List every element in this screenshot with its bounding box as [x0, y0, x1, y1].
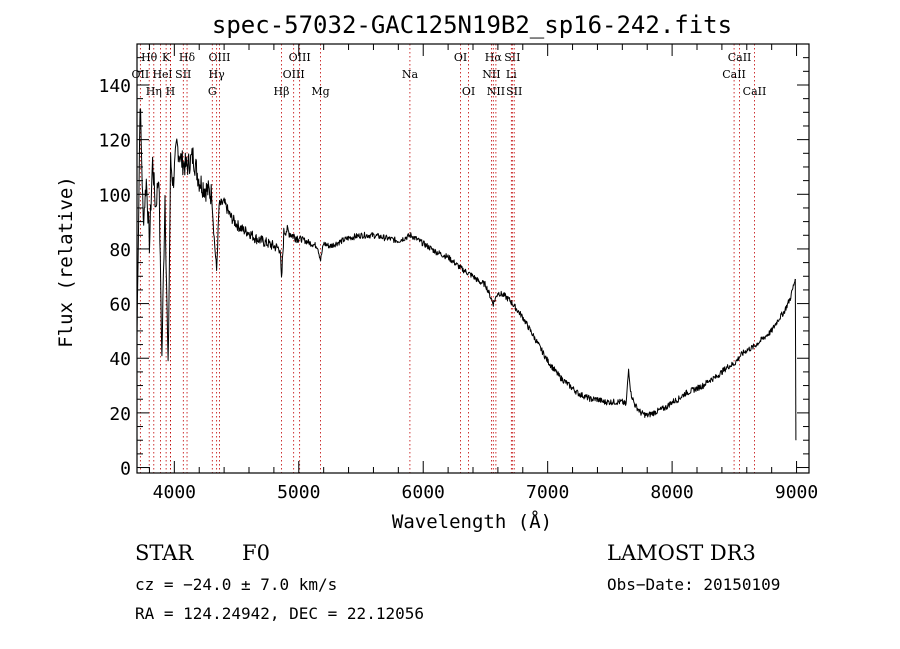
- line-label: Na: [402, 68, 419, 81]
- y-tick-label: 40: [109, 349, 131, 370]
- line-label: Mg: [311, 85, 329, 98]
- line-label: He: [152, 68, 168, 81]
- x-tick-label: 6000: [402, 482, 445, 503]
- line-label: OIII: [208, 51, 230, 64]
- x-tick-label: 8000: [650, 482, 693, 503]
- line-label: Hβ: [274, 85, 290, 98]
- line-label: OI: [454, 51, 467, 64]
- line-label: CaII: [743, 85, 767, 98]
- flux-series: [136, 108, 797, 441]
- observation-date: Obs−Date: 20150109: [607, 575, 780, 594]
- y-tick-label: 140: [98, 76, 131, 97]
- y-tick-label: 60: [109, 295, 131, 316]
- x-tick-label: 4000: [153, 482, 196, 503]
- line-label: NII: [487, 85, 505, 98]
- y-tick-label: 80: [109, 240, 131, 261]
- line-label: OI: [462, 85, 475, 98]
- y-axis-label: Flux (relative): [55, 176, 77, 348]
- flux-edge: [794, 278, 797, 441]
- line-label: OII: [132, 68, 150, 81]
- line-label: CaII: [722, 68, 746, 81]
- line-label: Hθ: [141, 51, 158, 64]
- plot-frame: [136, 43, 810, 474]
- x-axis-label: Wavelength (Å): [392, 510, 552, 533]
- line-label: CaII: [728, 51, 752, 64]
- line-label: G: [208, 85, 217, 98]
- line-label: Hα: [485, 51, 503, 64]
- axes: 4000 5000 6000 7000 8000 9000 0 20 40 60 80 100 120 1…: [98, 44, 818, 503]
- survey-name: LAMOST DR3: [607, 541, 756, 565]
- line-label: Hγ: [209, 68, 226, 81]
- line-label: OIII: [289, 51, 311, 64]
- line-label: Hη: [146, 85, 162, 98]
- chart-title: spec-57032-GAC125N19B2_sp16-242.fits: [212, 11, 732, 39]
- x-tick-label: 9000: [775, 482, 818, 503]
- line-label: SII: [506, 85, 522, 98]
- object-subclass: F0: [242, 541, 270, 565]
- y-tick-label: 0: [120, 459, 131, 480]
- line-label: NII: [482, 68, 500, 81]
- y-tick-label: 100: [98, 185, 131, 206]
- redshift-velocity: cz = −24.0 ± 7.0 km/s: [135, 575, 337, 594]
- line-label: Hδ: [179, 51, 196, 64]
- line-label: OIII: [283, 68, 305, 81]
- flux-line: [136, 108, 796, 418]
- line-label: SII: [504, 51, 520, 64]
- y-tick-label: 20: [109, 404, 131, 425]
- y-tick-label: 120: [98, 131, 131, 152]
- line-label: H: [166, 85, 176, 98]
- line-label: Li: [506, 68, 517, 81]
- coordinates: RA = 124.24942, DEC = 22.12056: [135, 604, 424, 623]
- object-class: STAR: [135, 541, 194, 565]
- x-tick-label: 5000: [277, 482, 320, 503]
- line-label: I: [168, 68, 172, 81]
- line-label: SII: [175, 68, 191, 81]
- line-label: K: [162, 51, 171, 64]
- x-tick-label: 7000: [526, 482, 569, 503]
